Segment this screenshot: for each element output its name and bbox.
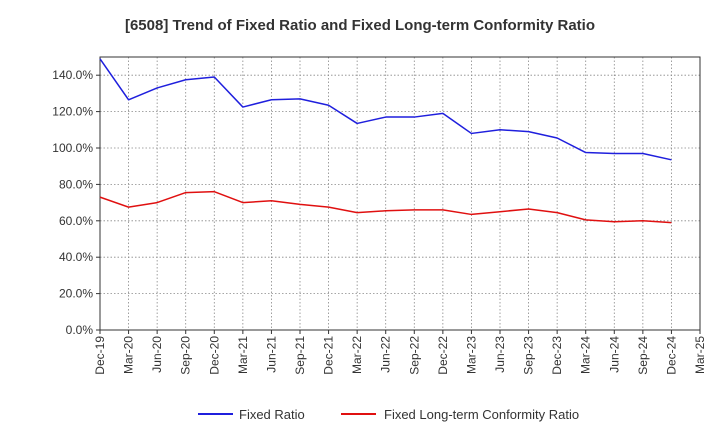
y-tick-label: 80.0%: [59, 177, 93, 191]
x-tick-label: Jun-21: [264, 336, 278, 373]
x-tick-label: Mar-25: [693, 336, 707, 374]
x-tick-label: Dec-20: [207, 336, 221, 375]
legend-label-fixed-long-term-conformity-ratio: Fixed Long-term Conformity Ratio: [384, 407, 579, 422]
x-tick-label: Dec-23: [550, 336, 564, 375]
x-tick-label: Mar-24: [579, 336, 593, 374]
x-tick-label: Jun-23: [493, 336, 507, 373]
x-tick-label: Dec-19: [93, 336, 107, 375]
y-axis: 0.0% 20.0% 40.0% 60.0% 80.0% 100.0% 120.0% 140.…: [52, 68, 100, 337]
x-tick-label: Sep-21: [293, 336, 307, 375]
x-tick-label: Mar-21: [236, 336, 250, 374]
series-line-fixed-long-term-conformity-ratio: [99, 190, 672, 224]
grid-lines: [100, 57, 700, 330]
x-tick-label: Sep-24: [636, 336, 650, 375]
x-tick-label: Dec-21: [322, 336, 336, 375]
y-tick-label: 100.0%: [52, 141, 93, 155]
x-tick-label: Dec-24: [664, 336, 678, 375]
x-tick-label: Mar-22: [350, 336, 364, 374]
legend: Fixed Ratio Fixed Long-term Conformity R…: [198, 407, 579, 422]
y-tick-label: 20.0%: [59, 287, 93, 301]
x-tick-label: Mar-23: [464, 336, 478, 374]
legend-label-fixed-ratio: Fixed Ratio: [239, 407, 305, 422]
x-tick-label: Jun-20: [150, 336, 164, 373]
x-axis: Dec-19 Mar-20 Jun-20 Sep-20 Dec-20 Mar-21 Jun-…: [93, 330, 707, 375]
y-tick-label: 120.0%: [52, 105, 93, 119]
x-tick-label: Sep-23: [522, 336, 536, 375]
x-tick-label: Jun-22: [379, 336, 393, 373]
x-tick-label: Mar-20: [122, 336, 136, 374]
series-group: [99, 58, 672, 224]
y-tick-label: 60.0%: [59, 214, 93, 228]
plot-area: [99, 56, 701, 331]
x-tick-label: Sep-22: [407, 336, 421, 375]
x-tick-label: Jun-24: [607, 336, 621, 373]
x-tick-label: Sep-20: [179, 336, 193, 375]
y-tick-label: 40.0%: [59, 250, 93, 264]
chart-title: [6508] Trend of Fixed Ratio and Fixed Lo…: [125, 17, 595, 34]
y-tick-label: 140.0%: [52, 68, 93, 82]
x-tick-label: Dec-22: [436, 336, 450, 375]
y-tick-label: 0.0%: [66, 323, 94, 337]
series-line-fixed-ratio: [99, 58, 672, 161]
